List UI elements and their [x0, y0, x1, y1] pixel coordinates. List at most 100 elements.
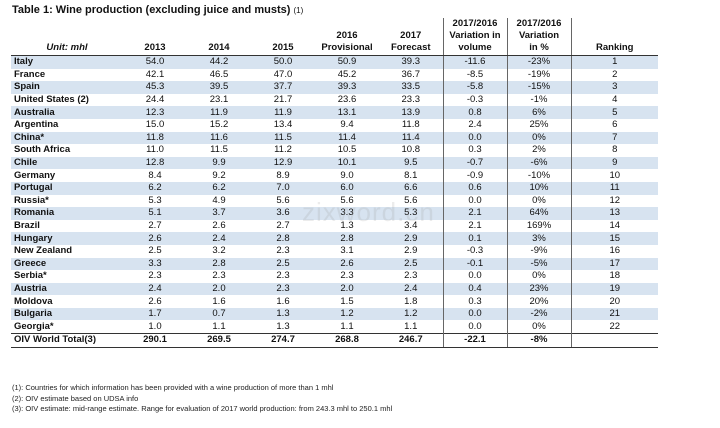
cell-y2013: 6.2: [123, 181, 187, 195]
table-row: Australia 12.3 11.9 11.9 13.1 13.9 0.8 6% 5: [11, 106, 658, 119]
cell-y2015: 37.7: [251, 81, 315, 94]
cell-y2015: 1.3: [251, 307, 315, 321]
cell-country: Germany: [14, 169, 56, 181]
total-row: OIV World Total(3) 290.1 269.5 274.7 268.8 24…: [11, 333, 658, 348]
cell-variation-volume: 0.0: [442, 270, 507, 283]
cell-y2014: 3.2: [212, 245, 226, 257]
cell-y2016: 2.8: [315, 232, 379, 245]
cell-y2016: 3.1: [340, 245, 354, 257]
cell-country: New Zealand: [14, 245, 73, 257]
cell-variation-percent: -1%: [506, 93, 572, 107]
table-row: United States (2) 24.4 23.1 21.7 23.6 23.3 -0.…: [11, 93, 658, 107]
header-2015: 2015: [251, 18, 315, 56]
cell-y2013: 2.4: [123, 282, 187, 296]
cell-variation-volume: 0.0: [442, 194, 507, 208]
cell-ranking: 5: [571, 106, 658, 119]
cell-y2017: 2.9: [404, 245, 418, 257]
cell-variation-percent: -8%: [506, 333, 572, 348]
cell-y2014: 11.6: [187, 131, 251, 145]
cell-y2017: 2.4: [379, 282, 443, 296]
header-variation-percent: 2017/2016 Variation in %: [506, 18, 572, 56]
cell-country: Romania: [11, 207, 123, 220]
table-row: Austria 2.4 2.0 2.3 2.0 2.4 0.4 23% 19: [11, 282, 658, 296]
cell-country: Russia*: [14, 194, 49, 206]
cell-y2013: 8.4: [148, 169, 162, 181]
cell-y2014: 0.7: [187, 307, 251, 321]
table-row: France 42.1 46.5 47.0 45.2 36.7 -8.5 -19% 2: [11, 68, 658, 82]
cell-y2017: 2.3: [404, 270, 418, 282]
cell-ranking: 3: [571, 81, 658, 94]
cell-variation-percent: 0%: [506, 270, 572, 283]
cell-y2016: 50.9: [315, 55, 379, 69]
cell-variation-percent: 20%: [506, 295, 572, 308]
cell-y2015: 47.0: [273, 68, 293, 80]
cell-y2017: 13.9: [379, 106, 443, 119]
cell-y2015: 2.5: [251, 257, 315, 271]
cell-y2014: 2.0: [187, 282, 251, 296]
table-row: Portugal 6.2 6.2 7.0 6.0 6.6 0.6 10% 11: [11, 181, 658, 195]
cell-variation-percent: 0%: [506, 194, 572, 208]
cell-y2016: 9.4: [340, 119, 354, 131]
cell-y2017: 2.9: [379, 232, 443, 245]
cell-ranking: 21: [571, 307, 658, 321]
cell-y2014: 3.7: [187, 207, 251, 220]
cell-y2017: 39.3: [379, 55, 443, 69]
cell-y2016: 2.0: [315, 282, 379, 296]
cell-y2015: 12.9: [251, 156, 315, 170]
cell-ranking: 1: [571, 55, 658, 69]
header-ranking: Ranking: [571, 18, 658, 56]
cell-y2015: 2.3: [251, 282, 315, 296]
cell-country: Portugal: [11, 181, 123, 195]
cell-y2014: 11.9: [187, 106, 251, 119]
cell-variation-percent: 2%: [506, 144, 572, 157]
cell-y2016: 39.3: [315, 81, 379, 94]
header-2016: 2016 Provisional: [315, 18, 379, 56]
cell-y2013: 290.1: [123, 333, 187, 348]
cell-country: Georgia*: [14, 320, 54, 332]
cell-y2015: 8.9: [276, 169, 290, 181]
cell-y2013: 11.0: [146, 144, 164, 156]
cell-variation-volume: 0.3: [442, 295, 507, 308]
cell-y2013: 2.7: [148, 220, 162, 232]
cell-ranking: 22: [609, 320, 621, 332]
cell-y2015: 21.7: [273, 94, 293, 106]
cell-y2016: 2.3: [340, 270, 354, 282]
cell-variation-volume: -22.1: [442, 333, 507, 348]
cell-y2014: 4.9: [212, 194, 226, 206]
cell-variation-percent: 10%: [506, 181, 572, 195]
cell-y2016: 10.1: [315, 156, 379, 170]
cell-country: Spain: [11, 81, 123, 94]
cell-y2013: 24.4: [145, 94, 165, 106]
cell-y2017: 23.3: [401, 94, 421, 106]
cell-ranking: 6: [612, 119, 618, 131]
cell-variation-percent: -2%: [506, 307, 572, 321]
wine-production-table: Unit: mhl 2013 2014 2015 2016 Provisiona…: [11, 18, 658, 348]
cell-ranking: [571, 333, 658, 348]
cell-y2016: 45.2: [337, 68, 357, 80]
cell-variation-volume: -0.3: [442, 244, 507, 258]
cell-y2013: 2.3: [148, 270, 162, 282]
cell-y2013: 42.1: [145, 68, 165, 80]
cell-variation-volume: 0.0: [442, 131, 507, 145]
cell-y2014: 1.1: [212, 320, 226, 332]
cell-y2014: 44.2: [187, 55, 251, 69]
cell-y2017: 8.1: [404, 169, 418, 181]
cell-y2015: 11.5: [251, 131, 315, 145]
cell-y2017: 5.6: [404, 194, 418, 206]
cell-variation-percent: 23%: [506, 282, 572, 296]
cell-variation-percent: 64%: [506, 207, 572, 220]
cell-y2017: 36.7: [401, 68, 421, 80]
cell-y2015: 13.4: [273, 119, 293, 131]
cell-y2013: 5.1: [123, 207, 187, 220]
cell-variation-percent: 169%: [506, 219, 572, 233]
cell-y2017: 11.4: [379, 131, 443, 145]
cell-variation-percent: -9%: [506, 244, 572, 258]
table-row: Serbia* 2.3 2.3 2.3 2.3 2.3 0.0 0% 18: [11, 270, 658, 283]
cell-y2013: 2.6: [148, 295, 162, 307]
cell-y2015: 11.2: [274, 144, 292, 156]
cell-country: United States (2): [14, 94, 89, 106]
cell-variation-volume: 0.8: [442, 106, 507, 119]
cell-ranking: 15: [571, 232, 658, 245]
cell-y2016: 268.8: [315, 333, 379, 348]
cell-y2017: 5.3: [379, 207, 443, 220]
